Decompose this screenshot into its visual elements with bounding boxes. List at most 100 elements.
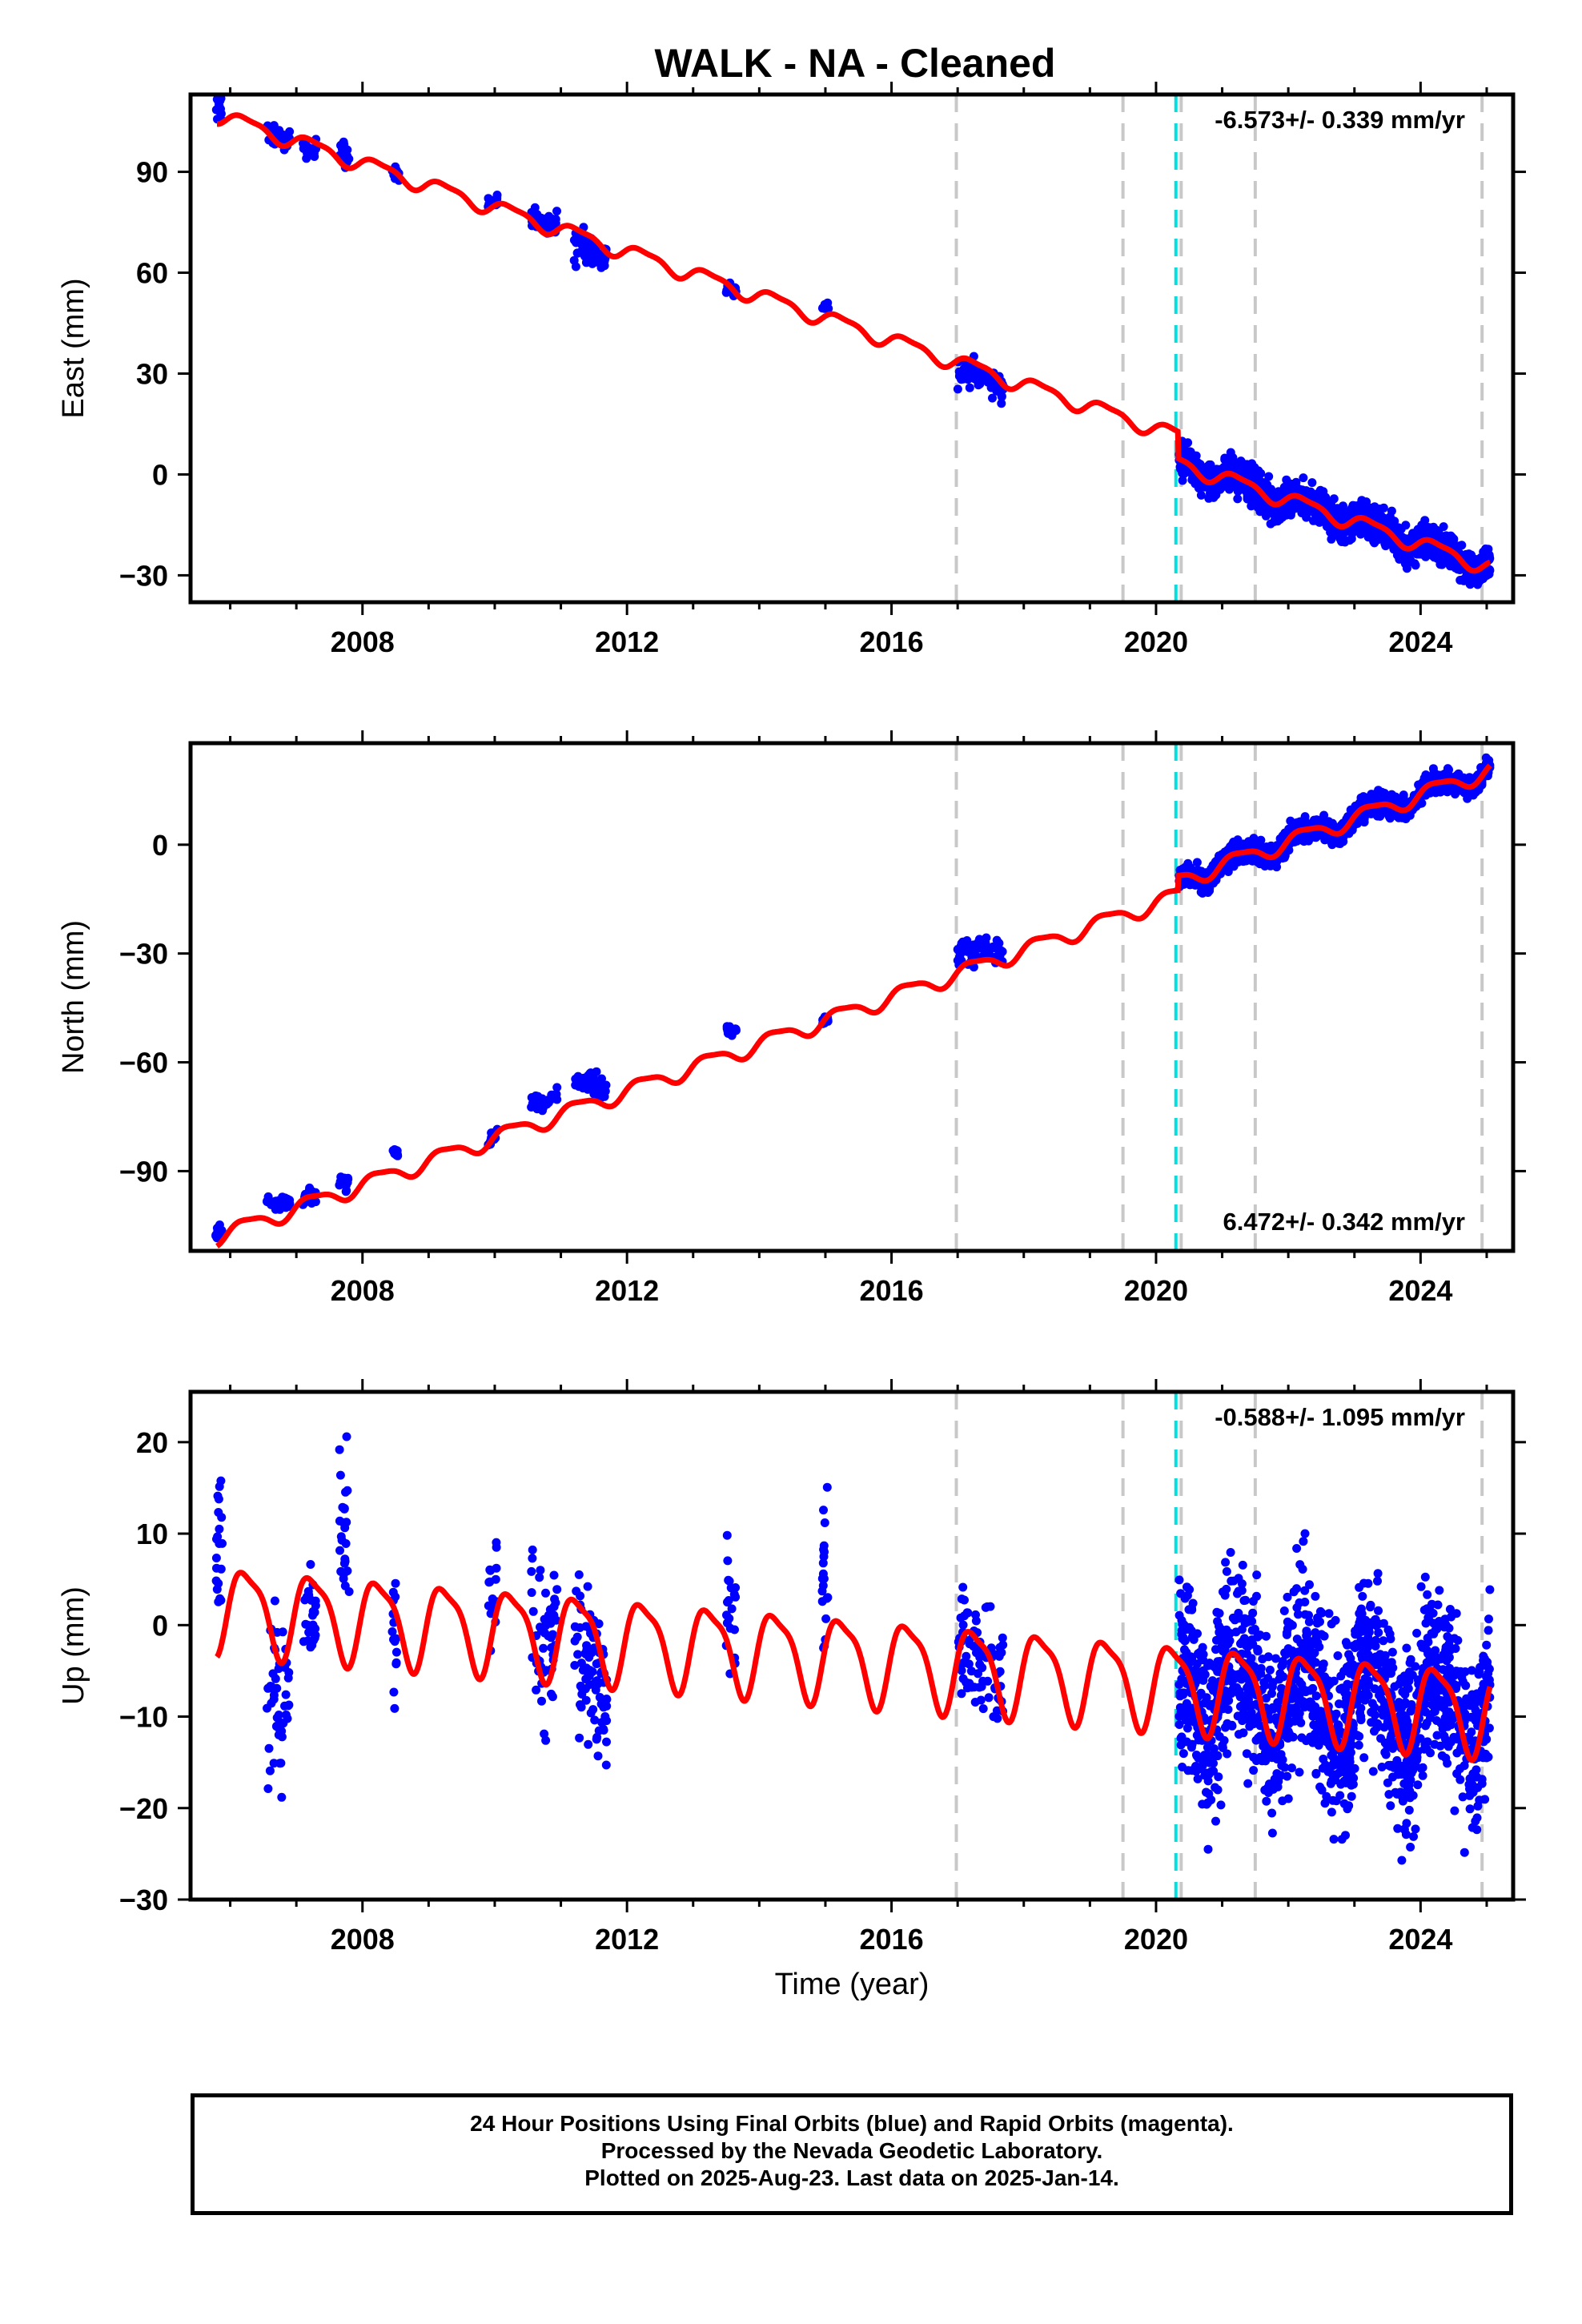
data-point — [1251, 1756, 1261, 1766]
data-point — [1284, 846, 1294, 855]
data-point — [577, 1690, 587, 1699]
data-point — [1315, 1782, 1325, 1791]
data-point — [1441, 557, 1451, 567]
data-point — [727, 1604, 737, 1614]
data-point — [1366, 1600, 1375, 1610]
data-point — [390, 1703, 400, 1713]
y-tick-label: −60 — [119, 1047, 168, 1080]
data-point — [1234, 1574, 1243, 1583]
data-point — [1268, 842, 1278, 852]
data-point — [1416, 1582, 1426, 1591]
data-point — [971, 1610, 980, 1619]
data-point — [488, 1594, 497, 1603]
data-point — [602, 1716, 612, 1726]
data-point — [1203, 883, 1212, 892]
data-point — [305, 1183, 315, 1192]
data-point — [1409, 1831, 1418, 1841]
data-point — [978, 1704, 988, 1714]
data-point — [1211, 1816, 1220, 1826]
data-point — [1412, 1628, 1422, 1638]
data-point — [581, 1622, 591, 1631]
data-point — [1397, 1856, 1407, 1865]
data-point — [271, 1202, 279, 1212]
data-point — [492, 1538, 501, 1547]
data-point — [1295, 1560, 1305, 1570]
x-tick-label: 2020 — [1124, 625, 1188, 658]
data-point — [214, 1578, 223, 1588]
data-point — [723, 1556, 733, 1566]
data-point — [570, 1622, 580, 1631]
data-point — [1264, 472, 1274, 481]
data-point — [1459, 773, 1468, 782]
data-point — [1332, 530, 1341, 540]
data-point — [1457, 1672, 1467, 1682]
data-point — [342, 1432, 351, 1441]
data-point — [265, 1766, 275, 1775]
data-point — [972, 1648, 981, 1658]
data-point — [1198, 1799, 1207, 1809]
data-point — [528, 1554, 537, 1563]
x-tick-label: 2016 — [860, 625, 924, 658]
data-point — [311, 1596, 320, 1606]
data-point — [998, 1640, 1008, 1650]
data-point — [1265, 1665, 1275, 1675]
data-points — [211, 753, 1495, 1243]
data-point — [391, 1647, 401, 1657]
data-point — [1323, 522, 1332, 532]
data-point — [1249, 1766, 1259, 1775]
data-point — [1443, 1632, 1452, 1642]
data-point — [1297, 832, 1307, 842]
data-point — [1473, 580, 1483, 589]
data-point — [535, 1573, 544, 1582]
data-point — [1178, 476, 1187, 485]
data-point — [992, 935, 1002, 945]
data-point — [994, 946, 1004, 955]
data-point — [549, 1570, 559, 1580]
data-point — [306, 1560, 315, 1569]
rate-label: 6.472+/- 0.342 mm/yr — [1223, 1208, 1465, 1236]
data-point — [541, 1735, 551, 1745]
data-point — [1262, 1796, 1271, 1806]
data-point — [212, 1230, 222, 1239]
data-point — [540, 1729, 549, 1739]
data-point — [1251, 838, 1260, 847]
data-point — [1299, 473, 1308, 483]
data-point — [595, 1693, 604, 1702]
x-tick-label: 2008 — [331, 625, 395, 658]
data-point — [988, 393, 997, 403]
data-point — [593, 1751, 603, 1761]
data-point — [266, 1682, 275, 1691]
data-point — [1227, 1576, 1236, 1586]
data-point — [1370, 538, 1379, 548]
data-point — [982, 947, 992, 956]
y-tick-label: −90 — [119, 1155, 168, 1188]
data-point — [974, 935, 984, 944]
data-point — [1452, 1609, 1461, 1618]
model-curve — [215, 763, 1492, 1249]
data-point — [819, 1541, 829, 1550]
y-tick-label: 30 — [136, 357, 168, 390]
data-point — [819, 1506, 828, 1515]
data-point — [1359, 818, 1369, 827]
data-point — [532, 1097, 541, 1107]
data-point — [1439, 522, 1448, 532]
data-point — [340, 148, 350, 158]
data-point — [965, 383, 974, 392]
data-point — [548, 1692, 557, 1702]
data-point — [1208, 489, 1218, 498]
y-axis-label: East (mm) — [57, 278, 90, 418]
data-point — [955, 370, 965, 380]
data-point — [1358, 1591, 1367, 1601]
data-point — [335, 1516, 344, 1526]
data-point — [214, 1508, 223, 1517]
data-point — [1460, 788, 1469, 798]
data-point — [1195, 483, 1204, 493]
data-point — [263, 1192, 273, 1201]
data-point — [602, 1737, 611, 1747]
data-point — [269, 1695, 279, 1704]
data-point — [725, 1029, 734, 1039]
data-point — [1423, 1590, 1432, 1599]
data-point — [592, 1676, 602, 1686]
data-point — [962, 1608, 972, 1618]
data-point — [1220, 455, 1230, 464]
